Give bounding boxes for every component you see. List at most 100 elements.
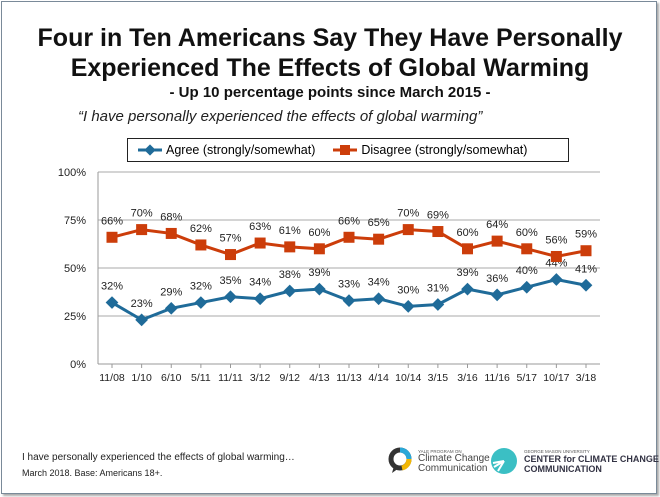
disagree-point <box>402 224 414 236</box>
disagree-point <box>343 231 355 243</box>
y-tick-label: 100% <box>58 167 86 179</box>
x-tick-label: 10/14 <box>395 372 421 384</box>
data-label: 34% <box>249 277 271 289</box>
data-label: 69% <box>427 210 449 222</box>
data-label: 62% <box>190 223 212 235</box>
agree-point <box>105 296 119 309</box>
x-tick-label: 10/17 <box>543 372 569 384</box>
x-tick-label: 4/13 <box>309 372 330 384</box>
gmu-logo: GEORGE MASON UNIVERSITY CENTER for CLIMA… <box>490 447 659 475</box>
disagree-point <box>195 239 207 251</box>
x-tick-label: 11/08 <box>99 372 125 384</box>
data-label: 23% <box>131 298 153 310</box>
agree-point <box>342 294 356 308</box>
disagree-point <box>521 243 533 255</box>
legend-agree: Agree (strongly/somewhat) <box>138 143 315 157</box>
yale-line2: Communication <box>418 462 488 474</box>
data-label: 66% <box>338 215 360 227</box>
y-tick-label: 50% <box>64 263 86 275</box>
data-label: 38% <box>279 269 301 281</box>
x-tick-label: 6/10 <box>161 372 182 384</box>
data-label: 70% <box>131 208 153 220</box>
agree-point <box>372 292 385 306</box>
disagree-point <box>550 250 562 262</box>
square-line-icon <box>333 145 358 155</box>
data-label: 60% <box>516 227 538 239</box>
agree-point <box>194 296 208 309</box>
agree-point <box>164 301 178 315</box>
shell-logo-icon <box>491 448 517 474</box>
data-label: 60% <box>308 227 330 239</box>
data-label: 66% <box>101 215 123 227</box>
agree-point <box>461 282 474 296</box>
x-tick-label: 11/11 <box>218 372 243 384</box>
y-tick-label: 75% <box>64 215 86 227</box>
data-label: 68% <box>160 211 182 223</box>
data-label: 57% <box>219 233 241 245</box>
disagree-point <box>432 226 444 238</box>
x-tick-label: 3/18 <box>576 372 597 384</box>
data-label: 41% <box>575 263 597 275</box>
data-label: 65% <box>368 217 390 229</box>
agree-point <box>431 298 445 311</box>
gmu-small: GEORGE MASON UNIVERSITY <box>524 448 590 454</box>
data-label: 32% <box>190 281 212 293</box>
disagree-point <box>225 249 236 261</box>
x-tick-label: 3/15 <box>428 372 449 384</box>
quote: “I have personally experienced the effec… <box>78 108 483 125</box>
title-line-1: Four in Ten Americans Say They Have Pers… <box>37 24 623 52</box>
data-label: 33% <box>338 279 360 291</box>
data-label: 61% <box>279 225 301 237</box>
data-label: 63% <box>249 221 271 233</box>
data-label: 29% <box>160 286 182 298</box>
x-tick-label: 9/12 <box>280 372 301 384</box>
data-label: 59% <box>575 229 597 241</box>
gmu-line2: COMMUNICATION <box>524 463 602 474</box>
disagree-point <box>165 227 177 239</box>
x-tick-label: 3/12 <box>250 372 271 384</box>
gmu-line1: CENTER for CLIMATE CHANGE <box>524 453 659 464</box>
data-label: 56% <box>545 234 567 246</box>
x-tick-label: 3/16 <box>457 372 478 384</box>
y-tick-label: 0% <box>70 359 86 371</box>
disagree-point <box>284 241 296 253</box>
data-label: 30% <box>397 284 419 296</box>
legend-agree-label: Agree (strongly/somewhat) <box>166 143 316 157</box>
disagree-point <box>106 231 118 243</box>
yale-line1: Climate Change <box>418 452 490 464</box>
agree-point <box>135 313 148 327</box>
footnote-base: March 2018. Base: Americans 18+. <box>22 468 163 478</box>
legend-disagree-label: Disagree (strongly/somewhat) <box>361 143 528 157</box>
agree-point <box>490 288 504 302</box>
data-label: 34% <box>368 277 390 289</box>
data-label: 64% <box>486 219 508 231</box>
disagree-point <box>313 243 325 255</box>
agree-point <box>579 278 593 292</box>
yale-small: YALE PROGRAM ON <box>418 448 462 454</box>
agree-point <box>550 273 563 286</box>
data-label: 40% <box>516 265 538 277</box>
speech-bubble-logo-icon <box>388 447 412 473</box>
x-tick-label: 11/13 <box>336 372 362 384</box>
data-label: 39% <box>456 267 478 279</box>
disagree-point <box>373 233 385 245</box>
agree-point <box>520 280 534 294</box>
agree-point <box>253 292 267 306</box>
data-label: 31% <box>427 282 449 294</box>
x-tick-label: 5/11 <box>191 372 211 384</box>
agree-point <box>283 284 297 298</box>
data-label: 39% <box>308 267 330 279</box>
data-label: 36% <box>486 273 508 285</box>
disagree-point <box>136 224 148 236</box>
subtitle: - Up 10 percentage points since March 20… <box>169 84 491 101</box>
agree-point <box>401 300 415 313</box>
data-label: 32% <box>101 281 123 293</box>
agree-point <box>224 290 237 304</box>
y-tick-label: 25% <box>64 311 86 323</box>
x-tick-label: 4/14 <box>368 372 389 384</box>
data-label: 70% <box>397 208 419 220</box>
data-label: 60% <box>456 227 478 239</box>
agree-point <box>313 282 326 296</box>
